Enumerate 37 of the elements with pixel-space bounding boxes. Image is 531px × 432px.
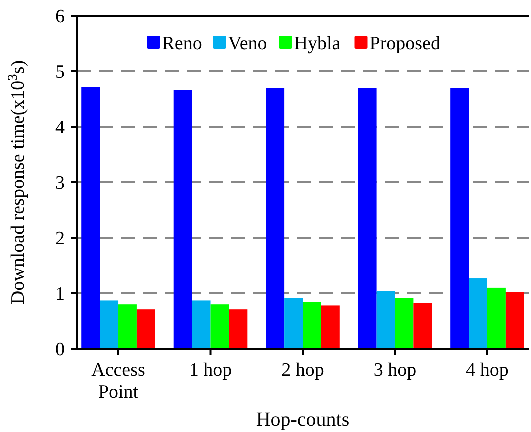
bar xyxy=(358,88,377,349)
bar xyxy=(376,291,396,349)
legend-label: Hybla xyxy=(294,34,342,55)
bar xyxy=(450,88,470,349)
bar xyxy=(174,90,192,349)
bar xyxy=(210,304,230,349)
y-tick-label: 4 xyxy=(56,118,66,139)
legend-label: Veno xyxy=(228,34,268,55)
x-tick-label: 3 hop xyxy=(374,360,417,381)
bar xyxy=(136,310,156,349)
bar xyxy=(266,88,285,349)
legend-label: Reno xyxy=(162,34,202,55)
bar xyxy=(469,278,488,349)
bar xyxy=(118,304,137,349)
y-tick-label: 3 xyxy=(56,173,65,194)
legend-label: Proposed xyxy=(370,34,441,55)
bar xyxy=(284,298,303,349)
x-axis-title: Hop-counts xyxy=(256,409,350,431)
bar xyxy=(506,292,524,349)
y-tick-label: 1 xyxy=(56,284,65,306)
bar xyxy=(229,310,248,349)
bar xyxy=(414,303,432,349)
x-tick-label: 1 hop xyxy=(189,360,232,381)
bar xyxy=(487,288,506,349)
x-tick-label: 2 hop xyxy=(282,360,324,381)
y-tick-label: 0 xyxy=(56,340,65,361)
x-tick-label: Access Point xyxy=(92,360,146,403)
x-tick-label: 4 hop xyxy=(466,360,509,381)
bar xyxy=(395,298,414,349)
bar xyxy=(192,300,211,349)
bar xyxy=(321,306,340,349)
y-tick-label: 6 xyxy=(56,6,65,28)
y-tick-label: 2 xyxy=(56,228,65,250)
bar xyxy=(303,302,322,349)
bar xyxy=(100,300,119,349)
y-tick-label: 5 xyxy=(56,62,65,84)
bar xyxy=(82,87,100,349)
